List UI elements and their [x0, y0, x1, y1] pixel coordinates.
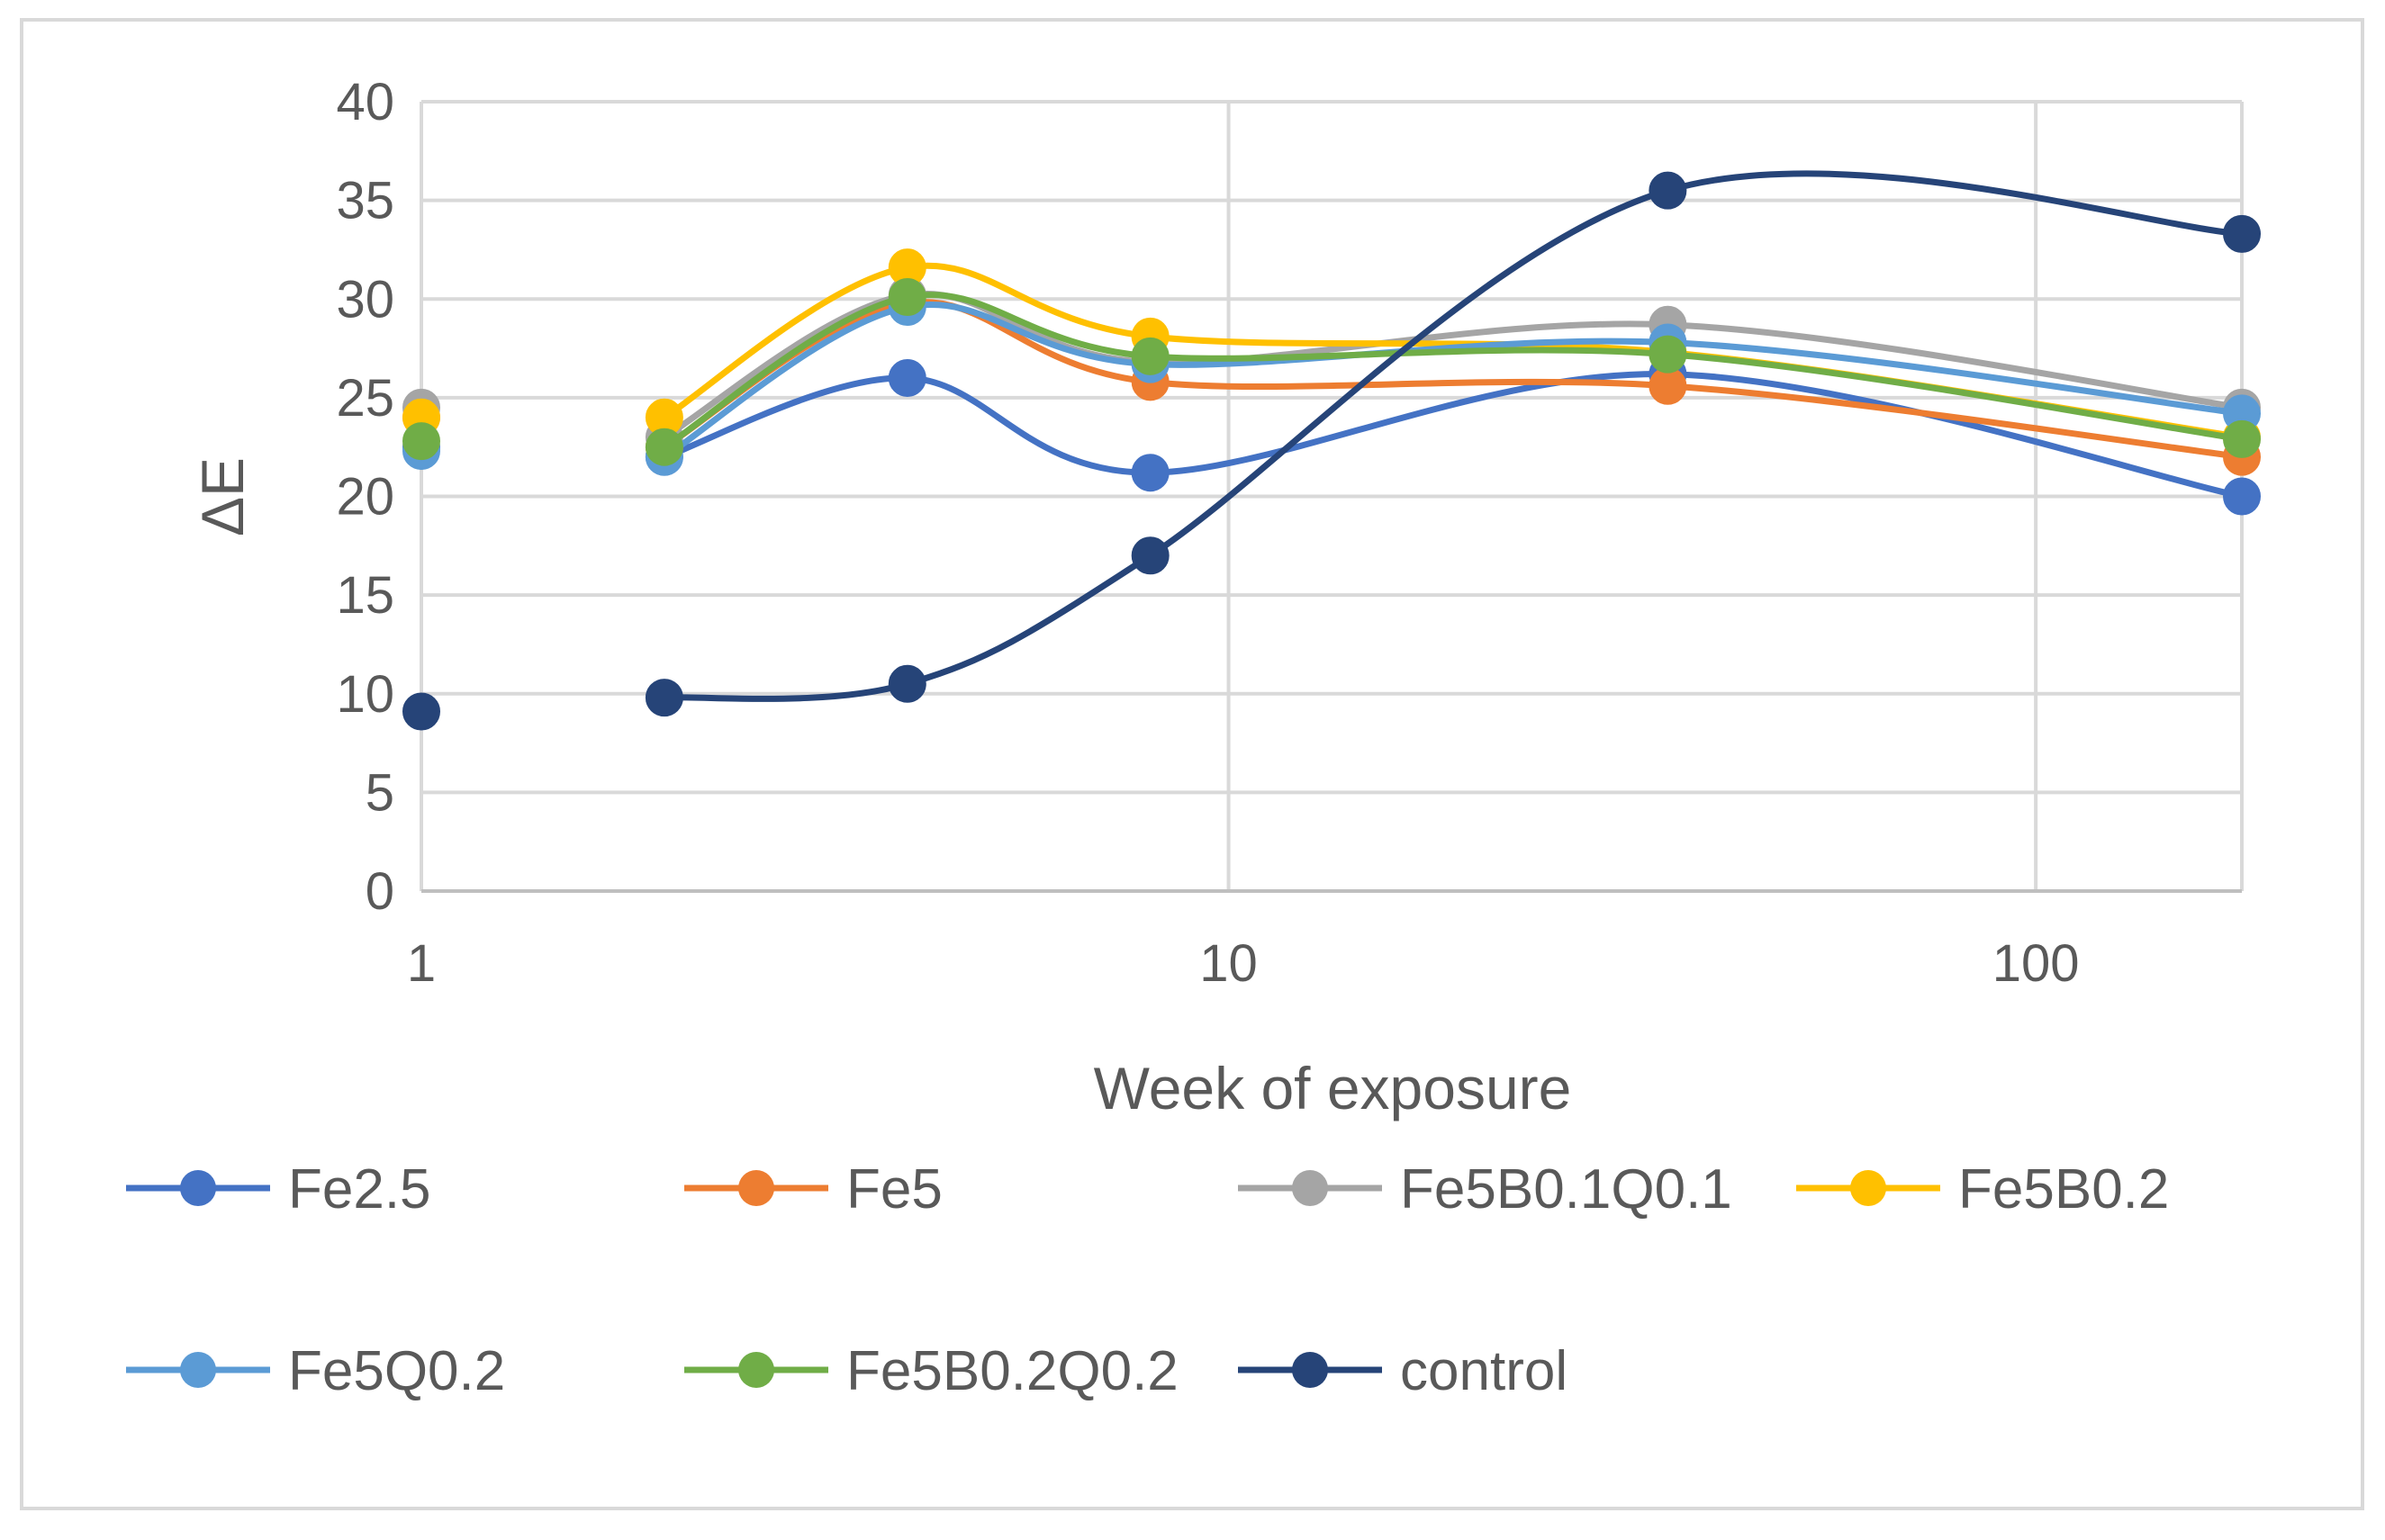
series-line: [661, 170, 2245, 702]
data-point: [1649, 366, 1687, 405]
y-tick-label: 35: [336, 172, 394, 230]
legend-swatch-marker: [1292, 1352, 1328, 1388]
legend-swatch-marker: [180, 1170, 216, 1206]
data-point: [1131, 454, 1170, 492]
chart-frame: [20, 18, 2364, 1510]
legend: Fe2.5 Fe5 Fe5B0.1Q0.1 Fe5B0.2 Fe5Q0.2 Fe5B0.2…: [126, 1158, 2169, 1402]
data-point: [2223, 477, 2261, 516]
series-line: [661, 301, 2245, 461]
data-point: [402, 692, 440, 731]
data-point: [2223, 419, 2261, 458]
series-line: [661, 292, 2245, 451]
data-point: [888, 278, 926, 317]
legend-label: Fe5B0.1Q0.1: [1400, 1158, 1732, 1220]
data-point: [888, 664, 926, 703]
legend-label: Fe5B0.2Q0.2: [846, 1340, 1179, 1402]
x-axis-title: Week of exposure: [1094, 1055, 1572, 1121]
grid-layer: [420, 100, 2244, 891]
data-point: [645, 679, 683, 717]
data-point: [1649, 171, 1687, 210]
series-line: [661, 299, 2245, 461]
legend-item: Fe5B0.2Q0.2: [684, 1340, 1179, 1402]
legend-item: Fe5B0.2: [1796, 1158, 2169, 1220]
legend-swatch-marker: [1850, 1170, 1886, 1206]
y-tick-label: 25: [336, 369, 394, 428]
y-tick-label: 20: [336, 468, 394, 527]
legend-swatch-marker: [738, 1352, 774, 1388]
series-layer: [402, 170, 2261, 731]
data-point: [1131, 337, 1170, 375]
axis-layer: 0 5 10 15 20 25 30 35 40 1 10 100: [336, 73, 2242, 993]
legend-swatch-marker: [180, 1352, 216, 1388]
legend-item: Fe5: [684, 1158, 943, 1220]
legend-item: Fe5Q0.2: [126, 1340, 505, 1402]
y-tick-label: 5: [366, 763, 394, 822]
legend-label: Fe5B0.2: [1958, 1158, 2169, 1220]
y-tick-label: 30: [336, 270, 394, 329]
y-tick-label: 40: [336, 73, 394, 131]
data-point: [1649, 335, 1687, 374]
legend-item: control: [1238, 1340, 1567, 1402]
y-tick-label: 0: [366, 862, 394, 921]
legend-item: Fe5B0.1Q0.1: [1238, 1158, 1732, 1220]
legend-label: Fe5Q0.2: [288, 1340, 505, 1402]
legend-label: Fe5: [846, 1158, 943, 1220]
data-point: [2223, 214, 2261, 253]
x-tick-label: 100: [1992, 934, 2080, 993]
legend-label: control: [1400, 1340, 1567, 1402]
legend-label: Fe2.5: [288, 1158, 431, 1220]
series-control: [402, 170, 2261, 731]
x-tick-label: 10: [1199, 934, 1258, 993]
legend-swatch-marker: [1292, 1170, 1328, 1206]
y-axis-title: ΔE: [189, 457, 256, 536]
legend-item: Fe2.5: [126, 1158, 431, 1220]
legend-swatch-marker: [738, 1170, 774, 1206]
data-point: [645, 428, 683, 466]
y-tick-label: 15: [336, 566, 394, 625]
data-point: [402, 422, 440, 461]
data-point: [1131, 536, 1170, 575]
x-tick-label: 1: [407, 934, 436, 993]
series-Fe5B0.2Q0.2: [402, 278, 2261, 466]
data-point: [888, 358, 926, 397]
y-tick-label: 10: [336, 665, 394, 724]
